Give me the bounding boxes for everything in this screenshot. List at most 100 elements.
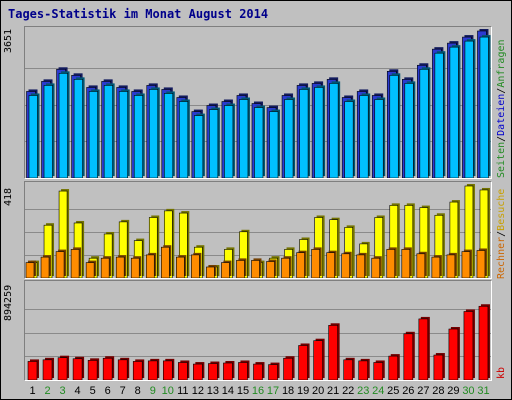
bar-kb-day-1	[27, 361, 38, 381]
bar-dateien-day-3	[58, 73, 68, 179]
x-tick-label-day-25: 25	[387, 385, 399, 397]
x-tick-label-day-16: 16	[252, 385, 264, 397]
x-tick-label-day-11: 11	[177, 385, 188, 397]
bar-dateien-day-14	[224, 105, 234, 179]
bar-dateien-day-28	[434, 52, 444, 179]
x-tick-label-day-22: 22	[342, 385, 354, 397]
bar-rechner-day-19	[296, 252, 305, 279]
bar-kb-day-24	[373, 362, 384, 381]
x-tick-label-day-19: 19	[297, 385, 309, 397]
bar-dateien-day-8	[133, 95, 144, 179]
bar-dateien-day-30	[464, 40, 474, 179]
legend-dateien: Dateien	[496, 93, 507, 136]
bar-kb-day-18	[283, 357, 293, 381]
x-tick-label-day-28: 28	[432, 385, 444, 397]
bar-kb-day-19	[298, 345, 308, 381]
bar-rechner-day-17	[266, 261, 275, 279]
bar-rechner-day-10	[160, 246, 170, 279]
y-max-label-hosts: 418	[3, 187, 14, 206]
bar-rechner-day-8	[130, 257, 140, 279]
legend-rechner: Rechner	[496, 236, 507, 279]
bar-kb-day-27	[418, 318, 429, 381]
bar-dateien-day-4	[73, 79, 83, 179]
x-tick-label-day-6: 6	[105, 385, 111, 397]
bar-kb-day-4	[72, 358, 83, 381]
bar-rechner-day-16	[251, 260, 260, 279]
bar-rechner-day-18	[281, 257, 290, 279]
bar-rechner-day-5	[85, 262, 95, 279]
bar-kb-day-3	[57, 357, 68, 381]
x-tick-label-day-12: 12	[192, 385, 204, 397]
x-tick-label-day-31: 31	[477, 385, 489, 397]
bar-dateien-day-29	[449, 46, 459, 179]
bar-kb-day-21	[328, 324, 338, 381]
bar-kb-day-20	[313, 340, 323, 381]
bar-dateien-day-5	[88, 91, 98, 179]
legend-separator: /	[496, 135, 507, 142]
bar-kb-day-28	[433, 354, 444, 381]
bar-kb-day-26	[403, 333, 414, 381]
bar-rechner-day-20	[311, 249, 320, 279]
bar-kb-day-23	[358, 360, 369, 381]
bar-dateien-day-27	[419, 68, 429, 179]
bar-kb-day-16	[253, 363, 263, 381]
bar-rechner-day-3	[55, 251, 65, 279]
legend-besuche: Besuche	[496, 188, 507, 231]
bar-dateien-day-9	[148, 89, 159, 179]
bar-dateien-day-15	[239, 99, 249, 179]
bar-dateien-day-31	[479, 36, 489, 179]
kb-chart	[25, 304, 491, 381]
hosts-panel	[24, 181, 492, 279]
bar-rechner-day-28	[431, 256, 441, 279]
bar-dateien-day-21	[329, 83, 339, 179]
bar-rechner-day-13	[206, 266, 215, 279]
legend-separator: /	[496, 87, 507, 94]
bar-dateien-day-11	[179, 101, 189, 179]
bar-dateien-day-23	[359, 95, 369, 179]
bar-rechner-day-9	[145, 254, 155, 279]
x-tick-label-day-15: 15	[237, 385, 249, 397]
bar-rechner-day-26	[401, 249, 411, 279]
bar-dateien-day-12	[194, 115, 204, 179]
x-tick-label-day-14: 14	[222, 385, 234, 397]
bar-dateien-day-17	[269, 111, 279, 179]
bar-rechner-day-11	[176, 256, 185, 279]
bar-rechner-day-23	[356, 254, 366, 279]
bar-kb-day-13	[208, 363, 218, 381]
bar-rechner-day-24	[371, 257, 381, 279]
x-tick-label-day-5: 5	[90, 385, 96, 397]
bar-kb-day-9	[147, 360, 158, 381]
bar-kb-day-14	[223, 362, 233, 381]
bar-rechner-day-14	[221, 262, 230, 279]
bar-kb-day-15	[238, 362, 248, 381]
bar-dateien-day-25	[389, 75, 399, 179]
bar-rechner-day-12	[191, 254, 200, 279]
x-tick-label-day-9: 9	[150, 385, 156, 397]
x-tick-label-day-2: 2	[44, 385, 50, 397]
bar-dateien-day-10	[163, 93, 174, 179]
chart-title: Tages-Statistik im Monat August 2014	[8, 7, 269, 21]
x-axis-labels: 1 2 3 4 5 6 7 8 9 10 11 12 13 14 15 16 17 18 19 20 21 22 23 24 2…	[29, 385, 489, 397]
bar-rechner-day-29	[446, 254, 456, 279]
bar-dateien-day-13	[209, 109, 219, 179]
x-tick-label-day-10: 10	[162, 385, 174, 397]
bar-kb-day-2	[42, 359, 53, 381]
y-max-label-visits: 3651	[3, 28, 14, 53]
bar-dateien-day-18	[284, 99, 294, 179]
bar-kb-day-5	[87, 360, 98, 381]
bar-kb-day-11	[178, 362, 188, 381]
bar-dateien-day-19	[299, 89, 309, 179]
x-tick-label-day-13: 13	[207, 385, 219, 397]
y-max-label-kb: 894259	[3, 284, 14, 321]
x-tick-label-day-3: 3	[60, 385, 66, 397]
bar-kb-day-22	[343, 359, 353, 381]
bar-rechner-day-1	[25, 262, 35, 279]
x-tick-label-day-4: 4	[75, 385, 81, 397]
x-tick-label-day-27: 27	[417, 385, 429, 397]
visits-chart	[25, 29, 491, 179]
x-tick-label-day-1: 1	[29, 385, 35, 397]
bar-rechner-day-4	[70, 249, 80, 279]
bar-kb-day-6	[102, 357, 113, 381]
bar-dateien-day-1	[28, 95, 38, 179]
